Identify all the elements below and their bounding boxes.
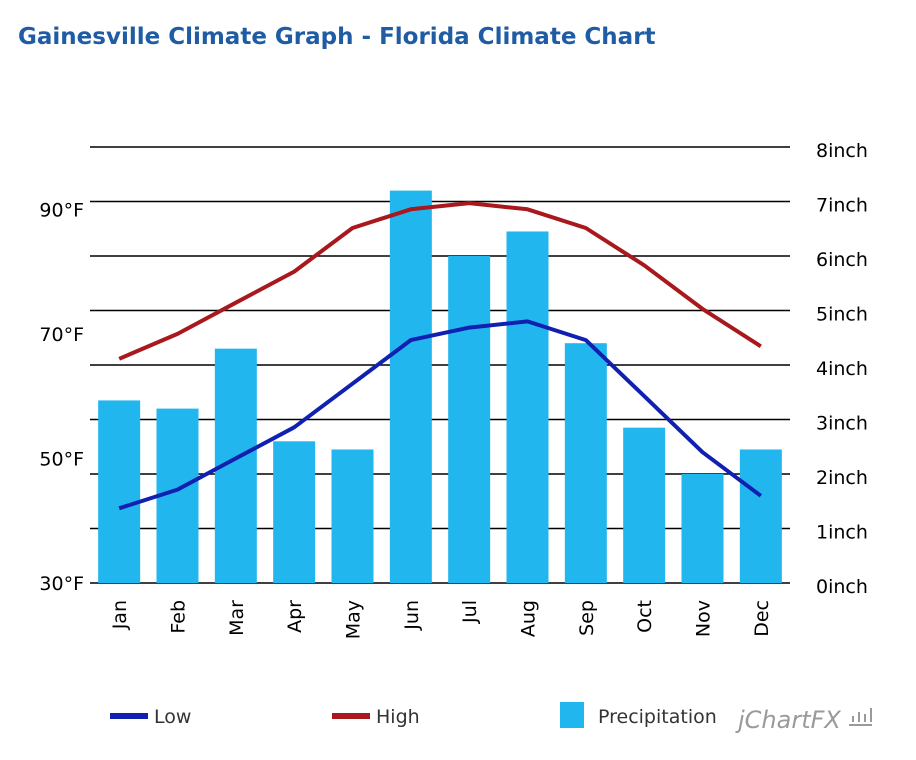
brand-text: jChartFX: [735, 706, 841, 734]
legend-precipitation-swatch: [560, 702, 584, 728]
precipitation-bars: [98, 190, 782, 583]
x-tick-label: Jul: [459, 600, 481, 624]
high-temperature-line: [118, 201, 762, 361]
left-axis: 30°F 50°F 70°F 90°F: [39, 199, 84, 595]
low-temperature-line: [118, 319, 762, 511]
right-tick-label: 7inch: [816, 195, 868, 217]
right-tick-label: 1inch: [816, 522, 868, 544]
x-tick-label: Dec: [751, 600, 773, 637]
legend-high-label: High: [376, 706, 420, 728]
precipitation-bar: [564, 343, 607, 583]
right-tick-label: 2inch: [816, 467, 868, 489]
x-tick-label: Jun: [401, 600, 423, 631]
precipitation-bar: [506, 231, 549, 583]
x-tick-label: Apr: [284, 600, 306, 633]
left-tick-label: 90°F: [39, 199, 84, 221]
right-tick-label: 6inch: [816, 249, 868, 271]
chart-logo-icon: [849, 708, 872, 726]
right-tick-label: 3inch: [816, 413, 868, 435]
x-tick-label: Nov: [693, 600, 715, 637]
chart-title: Gainesville Climate Graph - Florida Clim…: [18, 24, 656, 50]
legend-precipitation-label: Precipitation: [598, 706, 717, 728]
x-axis: Jan Feb Mar Apr May Jun Jul Aug Sep Oct Nov Dec: [109, 600, 773, 639]
precipitation-bar: [98, 400, 141, 583]
precipitation-bar: [681, 474, 724, 583]
precipitation-bar: [623, 427, 666, 583]
precipitation-bar: [389, 190, 432, 583]
right-tick-label: 5inch: [816, 304, 868, 326]
x-tick-label: Sep: [576, 600, 598, 636]
right-tick-label: 8inch: [816, 140, 868, 162]
x-tick-label: Feb: [168, 600, 190, 634]
x-tick-label: Jan: [109, 600, 131, 630]
x-tick-label: May: [343, 600, 365, 639]
precipitation-bar: [448, 256, 491, 583]
left-tick-label: 70°F: [39, 324, 84, 346]
precipitation-bar: [739, 449, 782, 583]
precipitation-bar: [273, 441, 316, 583]
x-tick-label: Oct: [634, 600, 656, 633]
right-tick-label: 4inch: [816, 358, 868, 380]
x-tick-label: Mar: [226, 600, 248, 636]
legend-low-label: Low: [154, 706, 191, 728]
legend: Low High Precipitation: [110, 702, 717, 728]
precipitation-bar: [331, 449, 374, 583]
x-tick-label: Aug: [518, 600, 540, 637]
left-tick-label: 50°F: [39, 448, 84, 470]
left-tick-label: 30°F: [39, 573, 84, 595]
jchartfx-logo: jChartFX: [735, 706, 872, 734]
right-tick-label: 0inch: [816, 576, 868, 598]
temperature-lines: [118, 201, 762, 511]
right-axis: 0inch 1inch 2inch 3inch 4inch 5inch 6inch 7inch…: [816, 140, 868, 598]
